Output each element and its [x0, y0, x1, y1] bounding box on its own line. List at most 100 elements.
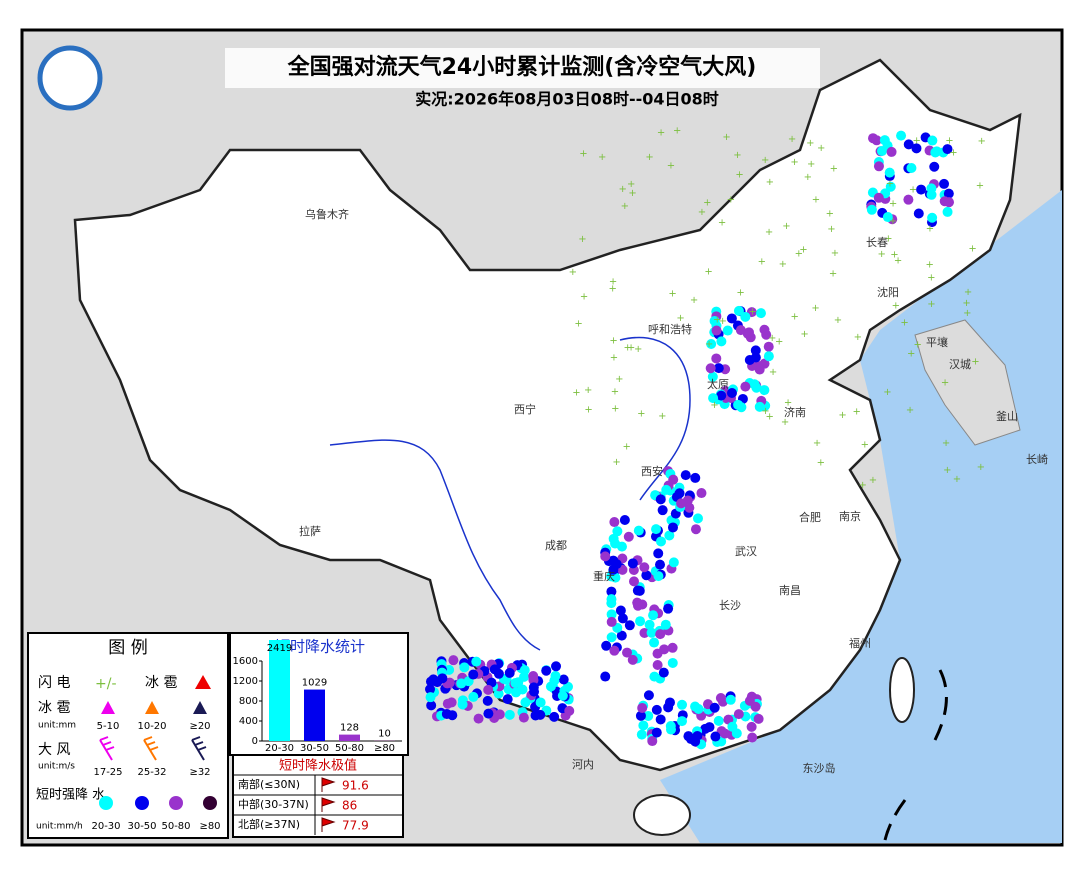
lightning-mark: + [735, 170, 743, 181]
value-label: 2419 [267, 643, 292, 654]
rain-dot [661, 484, 672, 495]
rain-dot [643, 710, 654, 721]
rain-dot [663, 603, 674, 614]
rain-dot [690, 736, 701, 747]
taiwan [889, 657, 915, 723]
lightning-mark: + [817, 457, 825, 468]
lightning-mark: + [968, 243, 976, 254]
city-label: 釜山 [996, 409, 1018, 423]
lightning-mark: + [779, 259, 787, 270]
rain-dot [665, 724, 676, 735]
city-label: 西宁 [514, 402, 536, 416]
lightning-mark: + [889, 198, 897, 209]
legend-class: 25-32 [137, 767, 166, 778]
lightning-mark: + [926, 224, 934, 235]
rain-dot [646, 627, 657, 638]
extremes-table: 南部(≤30N) 91.6 中部(30-37N) 86 北部(≥37N) 77.9 [233, 774, 403, 835]
rain-dot [655, 536, 666, 547]
legend-class: 10-20 [137, 721, 166, 732]
rain-dot [911, 143, 922, 154]
lightning-mark: + [831, 248, 839, 259]
rain-dot [763, 341, 774, 352]
legend-class: 17-25 [93, 767, 122, 778]
rain-dot [637, 702, 648, 713]
rain-dot [759, 324, 770, 335]
bar [304, 689, 325, 741]
rain-dot [483, 684, 494, 695]
legend-hail-size-icon [193, 701, 207, 714]
lightning-mark: + [719, 316, 727, 327]
lightning-mark: + [705, 339, 713, 350]
rain-dot [750, 345, 761, 356]
rain-dot [601, 640, 612, 651]
lightning-mark: + [624, 343, 632, 354]
lightning-mark: + [628, 188, 636, 199]
y-tick-label: 1200 [233, 676, 258, 687]
rain-dot [692, 513, 703, 524]
rain-dot [885, 181, 896, 192]
flag-icon [321, 797, 336, 812]
value-cell: 77.9 [342, 819, 369, 833]
rain-dot [754, 364, 765, 375]
lightning-mark: + [861, 440, 869, 451]
lightning-mark: + [722, 132, 730, 143]
rain-dot [535, 697, 546, 708]
rain-dot [711, 353, 722, 364]
rain-dot [641, 570, 652, 581]
lightning-mark: + [627, 343, 635, 354]
lightning-mark: + [804, 172, 812, 183]
rain-dot [876, 146, 887, 157]
rain-dot [448, 655, 459, 666]
y-tick-label: 0 [252, 736, 258, 747]
rain-dot [886, 146, 897, 157]
rain-dot [700, 723, 711, 734]
rain-dot [879, 135, 890, 146]
lightning-mark: + [634, 344, 642, 355]
lightning-mark: + [627, 179, 635, 190]
lightning-mark: + [572, 388, 580, 399]
lightning-mark: + [884, 233, 892, 244]
lightning-mark: + [859, 480, 867, 491]
lightning-mark: + [886, 178, 894, 189]
city-label: 济南 [784, 405, 806, 419]
lightning-mark: + [852, 407, 860, 418]
rain-dot [627, 654, 638, 665]
rain-dot [676, 498, 687, 509]
lightning-mark: + [790, 311, 798, 322]
value-label: 128 [340, 723, 359, 734]
rain-dot [743, 327, 754, 338]
lightning-mark: + [811, 303, 819, 314]
lightning-mark: + [733, 150, 741, 161]
rain-dot [529, 686, 540, 697]
rain-dot [655, 494, 666, 505]
city-label: 合肥 [799, 510, 821, 524]
rain-dot [426, 700, 437, 711]
rain-dot [726, 388, 737, 399]
lightning-mark: + [977, 462, 985, 473]
legend-class: 20-30 [91, 821, 120, 832]
rain-dot [939, 178, 950, 189]
rain-dot [942, 144, 953, 155]
rain-dot [713, 363, 724, 374]
lightning-mark: + [667, 161, 675, 172]
lightning-mark: + [890, 250, 898, 261]
rain-dot [502, 694, 513, 705]
rain-dot [711, 325, 722, 336]
rain-dot [659, 644, 670, 655]
legend-rain-icon [135, 796, 149, 810]
lightning-mark: + [610, 352, 618, 363]
rain-dot [674, 488, 685, 499]
legend-unit: unit:mm [38, 721, 76, 731]
rain-dot [722, 325, 733, 336]
lightning-mark: + [579, 149, 587, 160]
bar [339, 734, 360, 741]
rain-dot [658, 667, 669, 678]
lightning-mark: + [799, 244, 807, 255]
rain-dot [627, 558, 638, 569]
rain-dot [667, 642, 678, 653]
lightning-mark: + [609, 283, 617, 294]
lightning-mark: + [718, 217, 726, 228]
rain-dot [615, 605, 626, 616]
lightning-mark: + [758, 257, 766, 268]
rain-dot [931, 146, 942, 157]
